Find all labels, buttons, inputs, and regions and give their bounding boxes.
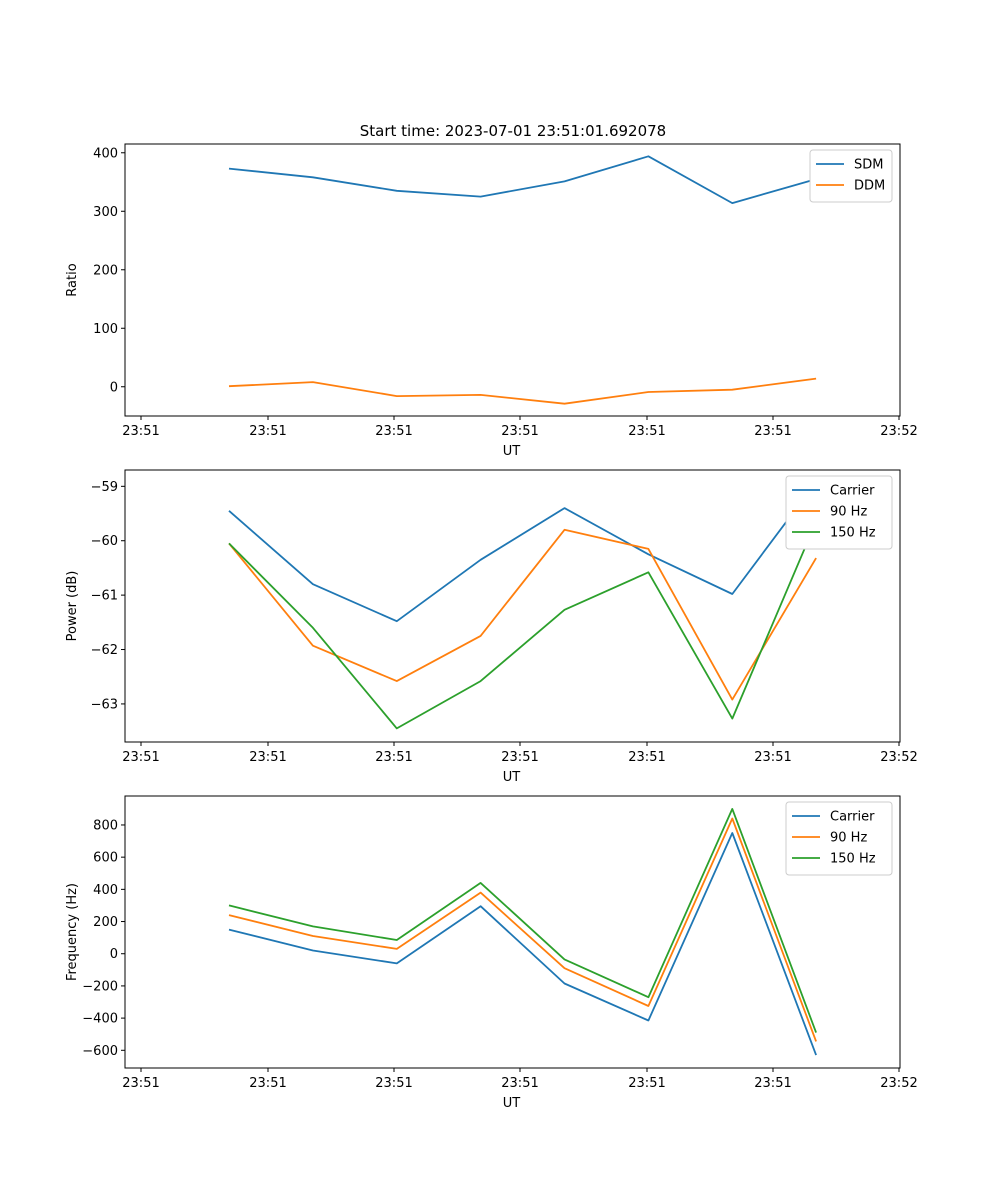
x-tick-label: 23:51 [628, 424, 665, 439]
y-tick-label: −60 [91, 534, 118, 549]
series-line-150-hz [228, 521, 817, 730]
x-tick-label: 23:51 [754, 424, 791, 439]
y-tick-label: 0 [110, 947, 118, 962]
axes-frame [124, 143, 901, 417]
axes-frame [124, 795, 901, 1069]
series-line-carrier [228, 481, 817, 623]
series-line-90-hz [228, 528, 817, 701]
chart-panel-1: 23:51 23:51 23:51 23:51 23:51 23:51 23:52 0 100 2… [65, 143, 918, 459]
y-tick-label: 200 [93, 915, 118, 930]
y-tick-label: 400 [93, 146, 118, 161]
legend-box [785, 801, 893, 876]
y-tick-label: −61 [91, 589, 118, 604]
y-tick-label: 400 [93, 883, 118, 898]
series-line-sdm [228, 155, 817, 205]
x-tick-label: 23:51 [501, 1076, 538, 1091]
y-tick-label: 600 [93, 851, 118, 866]
x-axis-label: UT [503, 444, 521, 459]
x-tick-label: 23:51 [375, 1076, 412, 1091]
axes-frame [124, 469, 901, 743]
legend: Carrier 90 Hz 150 Hz [785, 801, 893, 876]
y-tick-label: −62 [91, 643, 118, 658]
legend-label: 150 Hz [830, 526, 876, 541]
x-tick-label: 23:52 [880, 424, 917, 439]
y-tick-label: 200 [93, 263, 118, 278]
legend-label: 150 Hz [830, 852, 876, 867]
series-line-carrier [228, 832, 817, 1056]
y-tick-label: 300 [93, 205, 118, 220]
chart-panel-3: 23:51 23:51 23:51 23:51 23:51 23:51 23:52 −600 −… [65, 795, 918, 1111]
y-tick-label: −200 [82, 979, 118, 994]
legend-label: 90 Hz [830, 505, 867, 520]
x-tick-label: 23:51 [501, 750, 538, 765]
legend-label: Carrier [830, 484, 875, 499]
x-tick-label: 23:51 [249, 1076, 286, 1091]
x-tick-label: 23:52 [880, 1076, 917, 1091]
y-axis-label: Power (dB) [65, 571, 80, 642]
y-tick-label: −63 [91, 697, 118, 712]
legend-label: 90 Hz [830, 831, 867, 846]
x-tick-label: 23:51 [628, 750, 665, 765]
y-tick-label: −600 [82, 1044, 118, 1059]
x-tick-label: 23:51 [249, 750, 286, 765]
y-tick-label: 800 [93, 818, 118, 833]
y-axis-label: Ratio [65, 263, 80, 296]
x-tick-label: 23:51 [754, 750, 791, 765]
x-tick-label: 23:51 [375, 424, 412, 439]
legend-label: DDM [854, 179, 885, 194]
x-tick-label: 23:51 [754, 1076, 791, 1091]
legend-label: Carrier [830, 810, 875, 825]
series-line-ddm [228, 377, 817, 405]
y-tick-label: 0 [110, 380, 118, 395]
x-tick-label: 23:51 [122, 750, 159, 765]
x-tick-label: 23:51 [122, 424, 159, 439]
y-tick-label: −59 [91, 480, 118, 495]
series-line-150-hz [228, 808, 817, 1033]
legend: Carrier 90 Hz 150 Hz [785, 475, 893, 550]
x-tick-label: 23:51 [122, 1076, 159, 1091]
y-axis-label: Frequency (Hz) [65, 883, 80, 981]
x-axis-label: UT [503, 1096, 521, 1111]
figure-title: Start time: 2023-07-01 23:51:01.692078 [360, 122, 666, 140]
legend: SDM DDM [809, 149, 893, 203]
x-tick-label: 23:51 [249, 424, 286, 439]
x-tick-label: 23:51 [501, 424, 538, 439]
legend-box [785, 475, 893, 550]
legend-label: SDM [854, 158, 883, 173]
y-tick-label: 100 [93, 322, 118, 337]
x-axis-label: UT [503, 770, 521, 785]
y-tick-label: −400 [82, 1012, 118, 1027]
x-tick-label: 23:52 [880, 750, 917, 765]
legend-box [809, 149, 893, 203]
chart-panel-2: 23:51 23:51 23:51 23:51 23:51 23:51 23:52 −63 −6… [65, 469, 918, 785]
series-line-90-hz [228, 817, 817, 1042]
x-tick-label: 23:51 [628, 1076, 665, 1091]
x-tick-label: 23:51 [375, 750, 412, 765]
